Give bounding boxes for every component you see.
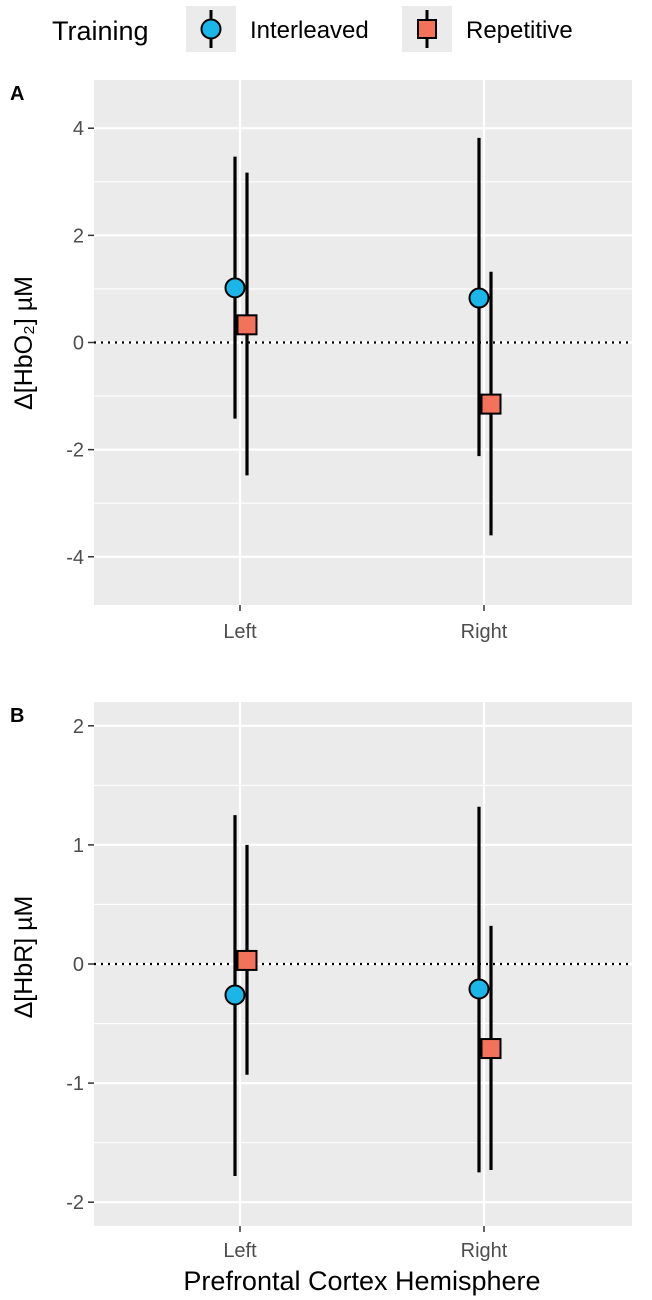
- legend-key-square: [417, 19, 437, 39]
- data-point-interleaved: [224, 984, 246, 1006]
- data-point-repetitive: [236, 949, 258, 971]
- y-axis-label-b: Δ[HbR] µM: [10, 896, 38, 1019]
- y-tick-label: -2: [66, 1192, 84, 1214]
- legend-entry-interleaved: Interleaved: [186, 6, 369, 52]
- data-point-repetitive: [480, 393, 502, 415]
- x-tick-label: Left: [223, 1240, 257, 1262]
- panel-a: A Δ[HbO₂] µM -4 -2 0 2 4 Left Right: [10, 80, 632, 643]
- y-tick-label: 0: [73, 954, 84, 976]
- data-point-repetitive: [236, 314, 258, 336]
- y-tick-label: 4: [73, 118, 84, 140]
- x-axis-label: Prefrontal Cortex Hemisphere: [183, 1266, 540, 1296]
- legend-key-circle: [200, 18, 222, 40]
- x-tick-label: Right: [461, 1240, 508, 1262]
- y-tick-label: 2: [73, 225, 84, 247]
- data-point-interleaved: [468, 978, 490, 1000]
- x-tick-label: Right: [461, 621, 508, 643]
- y-tick-label: 2: [73, 716, 84, 738]
- x-tick-label: Left: [223, 621, 257, 643]
- panel-b: B Δ[HbR] µM -2 -1 0 1 2 Left Right: [10, 702, 632, 1262]
- legend-label-interleaved: Interleaved: [250, 17, 369, 44]
- y-tick-label: 0: [73, 333, 84, 355]
- y-tick-label: 1: [73, 835, 84, 857]
- legend-title: Training: [52, 16, 149, 46]
- y-axis-label-a: Δ[HbO₂] µM: [10, 276, 38, 410]
- legend-entry-repetitive: Repetitive: [402, 6, 573, 52]
- y-tick-label: -4: [66, 547, 84, 569]
- data-point-interleaved: [468, 287, 490, 309]
- legend: Training Interleaved Repetitive: [52, 6, 573, 52]
- y-tick-label: -2: [66, 440, 84, 462]
- data-point-repetitive: [480, 1038, 502, 1060]
- panel-label-a: A: [10, 83, 24, 105]
- data-point-interleaved: [224, 277, 246, 299]
- legend-label-repetitive: Repetitive: [466, 17, 573, 44]
- y-tick-label: -1: [66, 1073, 84, 1095]
- panel-label-b: B: [10, 705, 24, 727]
